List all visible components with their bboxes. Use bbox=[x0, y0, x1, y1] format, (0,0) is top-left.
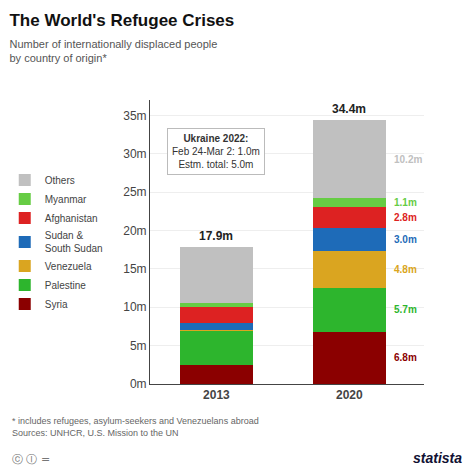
svg-text:35m: 35m bbox=[123, 109, 146, 123]
svg-text:Afghanistan: Afghanistan bbox=[45, 213, 98, 224]
svg-text:* includes refugees, asylum-se: * includes refugees, asylum-seekers and … bbox=[12, 416, 259, 438]
svg-text:3.0m: 3.0m bbox=[394, 234, 417, 245]
svg-text:0m: 0m bbox=[130, 377, 147, 391]
svg-text:25m: 25m bbox=[123, 185, 146, 199]
svg-text:15m: 15m bbox=[123, 262, 146, 276]
svg-text:17.9m: 17.9m bbox=[199, 229, 233, 243]
svg-text:10m: 10m bbox=[123, 300, 146, 314]
svg-text:34.4m: 34.4m bbox=[332, 102, 366, 116]
svg-text:2013: 2013 bbox=[203, 388, 230, 402]
svg-text:statista: statista bbox=[413, 450, 462, 466]
svg-text:Palestine: Palestine bbox=[45, 280, 87, 291]
svg-text:Sudan &South Sudan: Sudan &South Sudan bbox=[45, 230, 103, 254]
svg-text:Syria: Syria bbox=[45, 299, 68, 310]
svg-text:2.8m: 2.8m bbox=[394, 212, 417, 223]
svg-text:Number of internationally disp: Number of internationally displaced peop… bbox=[9, 38, 217, 64]
svg-text:5.7m: 5.7m bbox=[394, 304, 417, 315]
svg-text:Others: Others bbox=[45, 175, 75, 186]
svg-text:The World's Refugee Crises: The World's Refugee Crises bbox=[9, 11, 234, 30]
svg-text:2020: 2020 bbox=[336, 388, 363, 402]
svg-text:4.8m: 4.8m bbox=[394, 264, 417, 275]
svg-text:10.2m: 10.2m bbox=[394, 154, 422, 165]
svg-text:ⓒ Ⓘ =: ⓒ Ⓘ = bbox=[12, 453, 50, 466]
svg-text:1.1m: 1.1m bbox=[394, 197, 417, 208]
svg-text:6.8m: 6.8m bbox=[394, 352, 417, 363]
svg-text:30m: 30m bbox=[123, 147, 146, 161]
svg-text:Myanmar: Myanmar bbox=[45, 194, 87, 205]
svg-text:Ukraine 2022:Feb 24-Mar 2: 1.0: Ukraine 2022:Feb 24-Mar 2: 1.0mEstm. tot… bbox=[172, 133, 260, 170]
svg-text:Venezuela: Venezuela bbox=[45, 261, 92, 272]
svg-text:5m: 5m bbox=[130, 339, 147, 353]
svg-text:20m: 20m bbox=[123, 224, 146, 238]
